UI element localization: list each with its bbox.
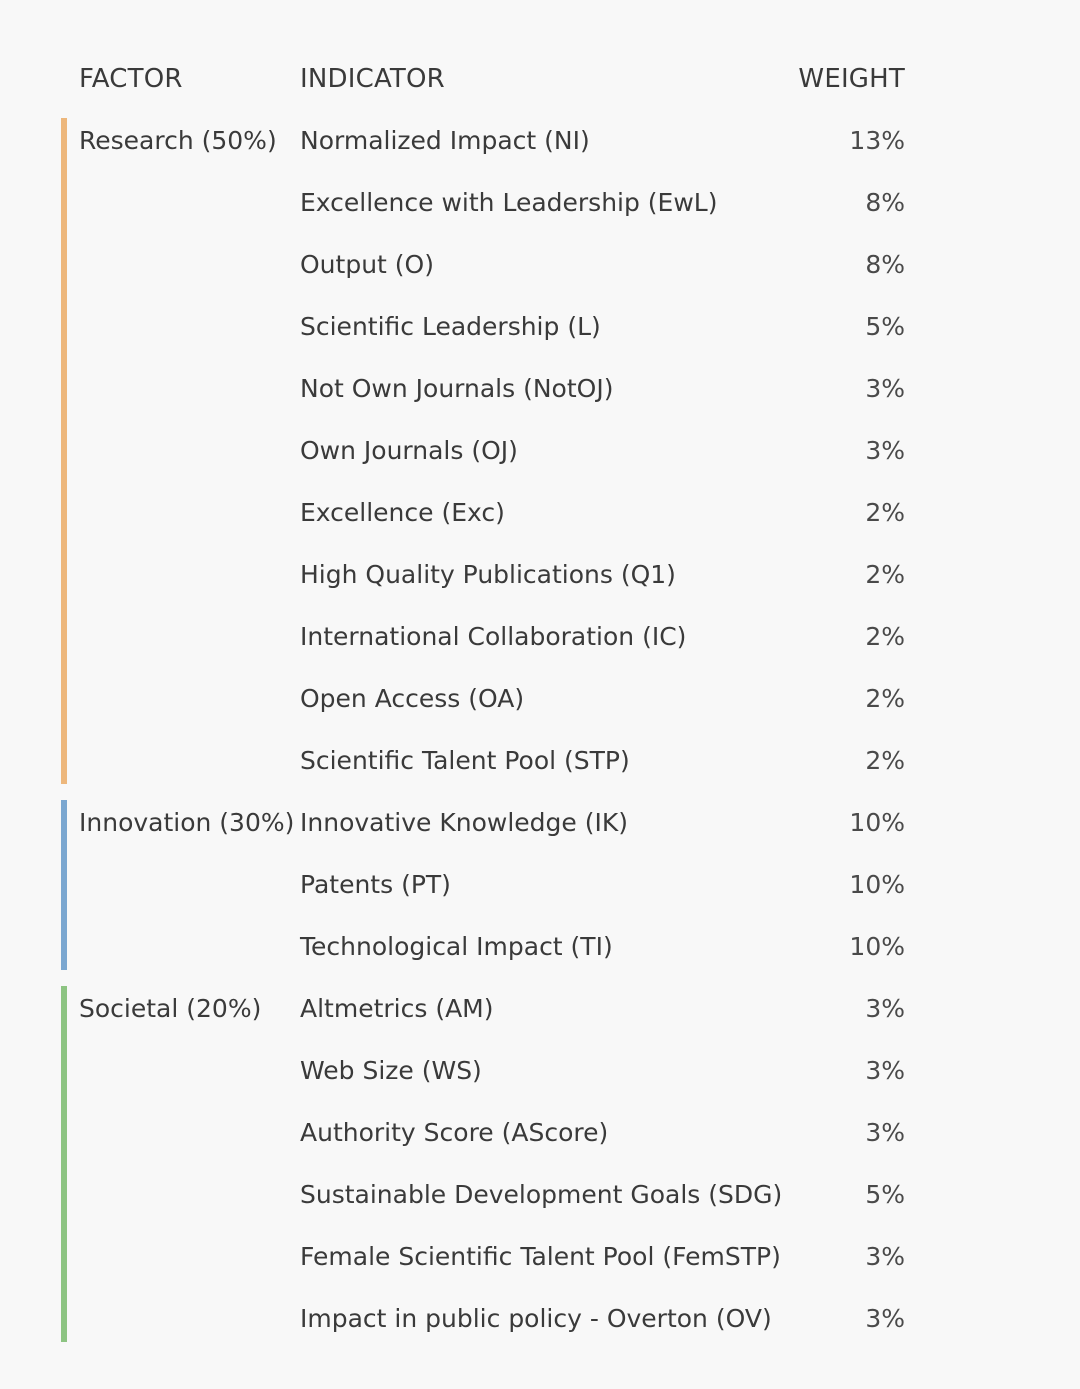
indicator-label: Output (O) bbox=[300, 250, 434, 279]
table-row: Authority Score (AScore) 3% bbox=[0, 1102, 1080, 1164]
indicator-label: Impact in public policy - Overton (OV) bbox=[300, 1304, 772, 1333]
table-row: Scientific Talent Pool (STP) 2% bbox=[0, 730, 1080, 792]
header-indicator: INDICATOR bbox=[300, 64, 445, 94]
indicator-label: Normalized Impact (NI) bbox=[300, 126, 590, 155]
weight-value: 2% bbox=[865, 560, 905, 589]
weight-value: 8% bbox=[865, 188, 905, 217]
factor-group: Innovation (30%) Innovative Knowledge (IK… bbox=[0, 792, 1080, 978]
indicator-label: Excellence (Exc) bbox=[300, 498, 505, 527]
factor-color-bar bbox=[61, 986, 67, 1342]
table-row: Female Scientific Talent Pool (FemSTP) 3% bbox=[0, 1226, 1080, 1288]
table-row: Sustainable Development Goals (SDG) 5% bbox=[0, 1164, 1080, 1226]
table-header: FACTOR INDICATOR WEIGHT bbox=[0, 48, 1080, 110]
weight-value: 3% bbox=[865, 374, 905, 403]
table-row: Innovation (30%) Innovative Knowledge (IK… bbox=[0, 792, 1080, 854]
indicator-label: Authority Score (AScore) bbox=[300, 1118, 609, 1147]
weight-value: 2% bbox=[865, 498, 905, 527]
indicator-label: Open Access (OA) bbox=[300, 684, 525, 713]
factor-group: Societal (20%) Altmetrics (AM) 3% Web Size … bbox=[0, 978, 1080, 1350]
indicator-label: Scientific Talent Pool (STP) bbox=[300, 746, 630, 775]
indicator-label: Female Scientific Talent Pool (FemSTP) bbox=[300, 1242, 781, 1271]
table-row: Technological Impact (TI) 10% bbox=[0, 916, 1080, 978]
indicator-label: High Quality Publications (Q1) bbox=[300, 560, 676, 589]
weight-value: 3% bbox=[865, 1118, 905, 1147]
weight-value: 10% bbox=[849, 932, 905, 961]
indicator-label: Innovative Knowledge (IK) bbox=[300, 808, 628, 837]
factor-group: Research (50%) Normalized Impact (NI) 13% E… bbox=[0, 110, 1080, 792]
table-row: Societal (20%) Altmetrics (AM) 3% bbox=[0, 978, 1080, 1040]
weights-table: FACTOR INDICATOR WEIGHT Research (50%) No… bbox=[0, 48, 1080, 1350]
factor-label: Research (50%) bbox=[79, 126, 277, 155]
indicator-label: Altmetrics (AM) bbox=[300, 994, 494, 1023]
weight-value: 3% bbox=[865, 436, 905, 465]
table-row: Impact in public policy - Overton (OV) 3% bbox=[0, 1288, 1080, 1350]
weight-value: 2% bbox=[865, 684, 905, 713]
indicator-label: Patents (PT) bbox=[300, 870, 451, 899]
weight-value: 2% bbox=[865, 746, 905, 775]
weight-value: 8% bbox=[865, 250, 905, 279]
table-row: Not Own Journals (NotOJ) 3% bbox=[0, 358, 1080, 420]
table-row: Output (O) 8% bbox=[0, 234, 1080, 296]
table-row: High Quality Publications (Q1) 2% bbox=[0, 544, 1080, 606]
factor-label: Innovation (30%) bbox=[79, 808, 295, 837]
indicator-label: Web Size (WS) bbox=[300, 1056, 482, 1085]
indicator-label: Not Own Journals (NotOJ) bbox=[300, 374, 614, 403]
weight-value: 10% bbox=[849, 808, 905, 837]
header-factor: FACTOR bbox=[79, 64, 183, 94]
table-row: Open Access (OA) 2% bbox=[0, 668, 1080, 730]
indicator-label: Technological Impact (TI) bbox=[300, 932, 613, 961]
weight-value: 5% bbox=[865, 1180, 905, 1209]
header-weight: WEIGHT bbox=[798, 64, 905, 94]
weight-value: 2% bbox=[865, 622, 905, 651]
table-body: Research (50%) Normalized Impact (NI) 13% E… bbox=[0, 110, 1080, 1350]
weight-value: 10% bbox=[849, 870, 905, 899]
table-row: Research (50%) Normalized Impact (NI) 13% bbox=[0, 110, 1080, 172]
table-row: Patents (PT) 10% bbox=[0, 854, 1080, 916]
table-row: Web Size (WS) 3% bbox=[0, 1040, 1080, 1102]
table-row: Own Journals (OJ) 3% bbox=[0, 420, 1080, 482]
indicator-label: Scientific Leadership (L) bbox=[300, 312, 601, 341]
weight-value: 3% bbox=[865, 1242, 905, 1271]
indicator-label: Excellence with Leadership (EwL) bbox=[300, 188, 718, 217]
table-row: Scientific Leadership (L) 5% bbox=[0, 296, 1080, 358]
table-row: Excellence with Leadership (EwL) 8% bbox=[0, 172, 1080, 234]
factor-color-bar bbox=[61, 118, 67, 784]
weight-value: 3% bbox=[865, 1056, 905, 1085]
factor-color-bar bbox=[61, 800, 67, 970]
indicator-label: Sustainable Development Goals (SDG) bbox=[300, 1180, 783, 1209]
indicator-label: Own Journals (OJ) bbox=[300, 436, 518, 465]
table-row: International Collaboration (IC) 2% bbox=[0, 606, 1080, 668]
weight-value: 13% bbox=[849, 126, 905, 155]
weight-value: 5% bbox=[865, 312, 905, 341]
weight-value: 3% bbox=[865, 994, 905, 1023]
weight-value: 3% bbox=[865, 1304, 905, 1333]
indicator-label: International Collaboration (IC) bbox=[300, 622, 687, 651]
factor-label: Societal (20%) bbox=[79, 994, 262, 1023]
table-row: Excellence (Exc) 2% bbox=[0, 482, 1080, 544]
